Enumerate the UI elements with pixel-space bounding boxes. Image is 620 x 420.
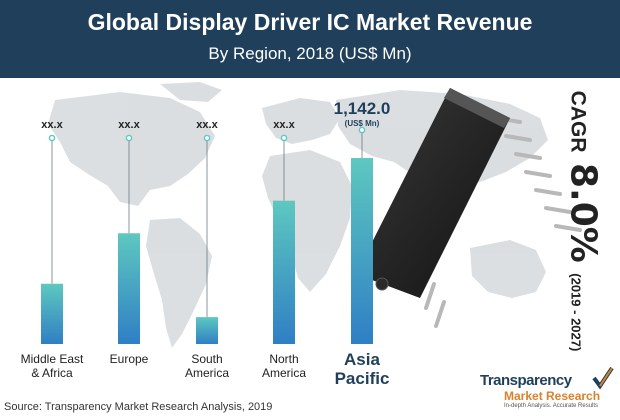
bar bbox=[41, 283, 63, 344]
chart-area: xx.x Middle East& Africa xx.x Europe xx.x Sou… bbox=[21, 82, 582, 388]
category-label: South bbox=[191, 352, 222, 366]
value-label: xx.x bbox=[118, 119, 140, 131]
source-note: Source: Transparency Market Research Ana… bbox=[4, 401, 273, 413]
category-label: America bbox=[185, 366, 229, 380]
leader-dot bbox=[125, 134, 133, 142]
ic-chip-icon bbox=[356, 88, 582, 328]
logo-name: Transparency bbox=[480, 372, 572, 389]
value-unit-label: (US$ Mn) bbox=[345, 119, 380, 128]
leader-dot bbox=[203, 134, 211, 142]
leader-dot bbox=[48, 134, 56, 142]
logo-tagline: In-depth Analysis. Accurate Results bbox=[504, 403, 599, 409]
logo-subname: Market Research bbox=[504, 389, 601, 403]
logo-check-icon bbox=[592, 366, 614, 390]
cagr-callout: CAGR 8.0% (2019 - 2027) bbox=[556, 91, 610, 352]
bar bbox=[273, 200, 295, 344]
bar-group: xx.x Middle East& Africa xx.x Europe xx.x Sou… bbox=[21, 99, 391, 388]
cagr-period: (2019 - 2027) bbox=[568, 273, 584, 352]
value-label: xx.x bbox=[196, 119, 218, 131]
category-label: Europe bbox=[110, 352, 149, 366]
value-label: xx.x bbox=[273, 119, 295, 131]
page-title: Global Display Driver IC Market Revenue bbox=[87, 9, 533, 35]
company-logo: Transparency Market Research In-depth An… bbox=[480, 366, 616, 416]
leader-dot bbox=[280, 134, 288, 142]
category-label: North bbox=[269, 352, 298, 366]
world-map-icon bbox=[48, 82, 548, 348]
value-label: xx.x bbox=[41, 119, 63, 131]
category-label: Pacific bbox=[335, 369, 390, 388]
bar bbox=[351, 158, 373, 344]
leader-dot bbox=[358, 126, 366, 134]
page-subtitle: By Region, 2018 (US$ Mn) bbox=[208, 44, 412, 63]
value-label: 1,142.0 bbox=[334, 99, 391, 118]
category-label: Asia bbox=[344, 350, 380, 369]
bar bbox=[196, 317, 218, 344]
category-label: & Africa bbox=[31, 366, 73, 380]
header-banner: Global Display Driver IC Market Revenue … bbox=[0, 0, 620, 78]
bar bbox=[118, 233, 140, 344]
category-label: America bbox=[262, 366, 306, 380]
cagr-label: CAGR bbox=[566, 90, 590, 153]
cagr-value: 8.0% bbox=[562, 162, 604, 263]
category-label: Middle East bbox=[21, 352, 84, 366]
